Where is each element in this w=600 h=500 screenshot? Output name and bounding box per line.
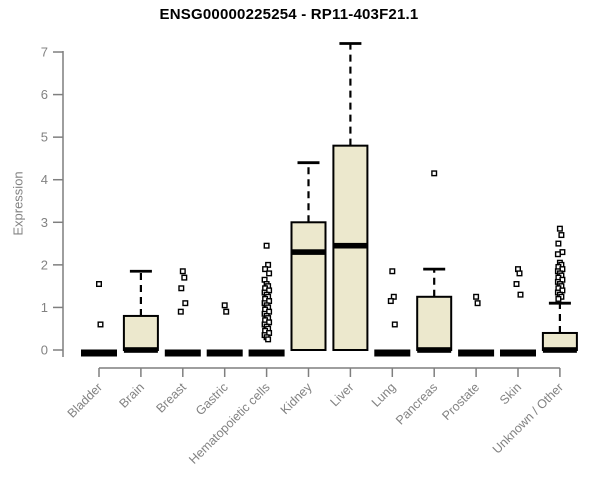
x-category-label: Skin [497,380,524,407]
outlier-point [474,300,481,307]
zero-bar-breast [164,349,201,357]
y-tick-label: 1 [41,300,48,315]
x-category-label: Unknown / Other [490,380,566,456]
median-liver [333,242,368,249]
outlier-point [97,321,104,328]
box-kidney [290,221,327,351]
median-kidney [291,249,326,255]
outlier-point [178,285,185,292]
outlier-point [554,251,561,258]
outlier-point [556,225,563,232]
outlier-point [555,295,562,302]
outlier-point [181,274,188,281]
outlier-point [391,321,398,328]
x-category-label: Lung [369,380,399,410]
outlier-point [558,232,565,239]
zero-bar-hematopoietic-cells [248,349,285,357]
outlier-point [177,308,184,315]
x-category-label: Hematopoietic cells [186,380,273,467]
outlier-point [263,242,270,249]
outlier-point [517,291,524,298]
x-category-label: Kidney [278,380,315,417]
x-category-label: Pancreas [393,380,440,427]
zero-bar-gastric [206,349,243,357]
median-pancreas [417,347,452,353]
chart-title: ENSG00000225254 - RP11-403F21.1 [159,6,419,23]
x-category-label: Bladder [65,380,105,420]
outlier-point [266,270,273,277]
x-category-label: Brain [116,380,147,411]
outlier-point [95,281,102,288]
outlier-point [431,170,438,177]
y-tick-label: 6 [41,87,48,102]
y-tick-label: 0 [41,343,48,358]
y-tick-label: 2 [41,257,48,272]
median-brain [123,347,158,353]
outlier-point [387,298,394,305]
outlier-point [179,268,186,275]
x-category-label: Breast [153,380,189,416]
outlier-point [223,308,230,315]
outlier-point [516,270,523,277]
outlier-point [221,302,228,309]
y-tick-label: 7 [41,45,48,60]
outlier-point [473,293,480,300]
y-tick-label: 4 [41,172,48,187]
outlier-point [265,336,272,343]
x-category-label: Gastric [193,380,231,418]
outlier-point [389,268,396,275]
zero-bar-skin [500,349,536,357]
zero-bar-prostate [458,349,495,357]
outlier-point [262,266,269,273]
outlier-point [182,300,189,307]
y-tick-label: 5 [41,130,48,145]
zero-bar-lung [374,349,411,357]
box-pancreas [416,295,453,352]
box-brain [122,314,159,351]
zero-bar-bladder [81,349,117,357]
outlier-point [555,240,562,247]
x-category-label: Prostate [439,380,482,423]
median-unknown-other [542,347,577,353]
y-tick-label: 3 [41,215,48,230]
x-category-label: Liver [327,380,356,409]
outlier-point [513,281,520,288]
